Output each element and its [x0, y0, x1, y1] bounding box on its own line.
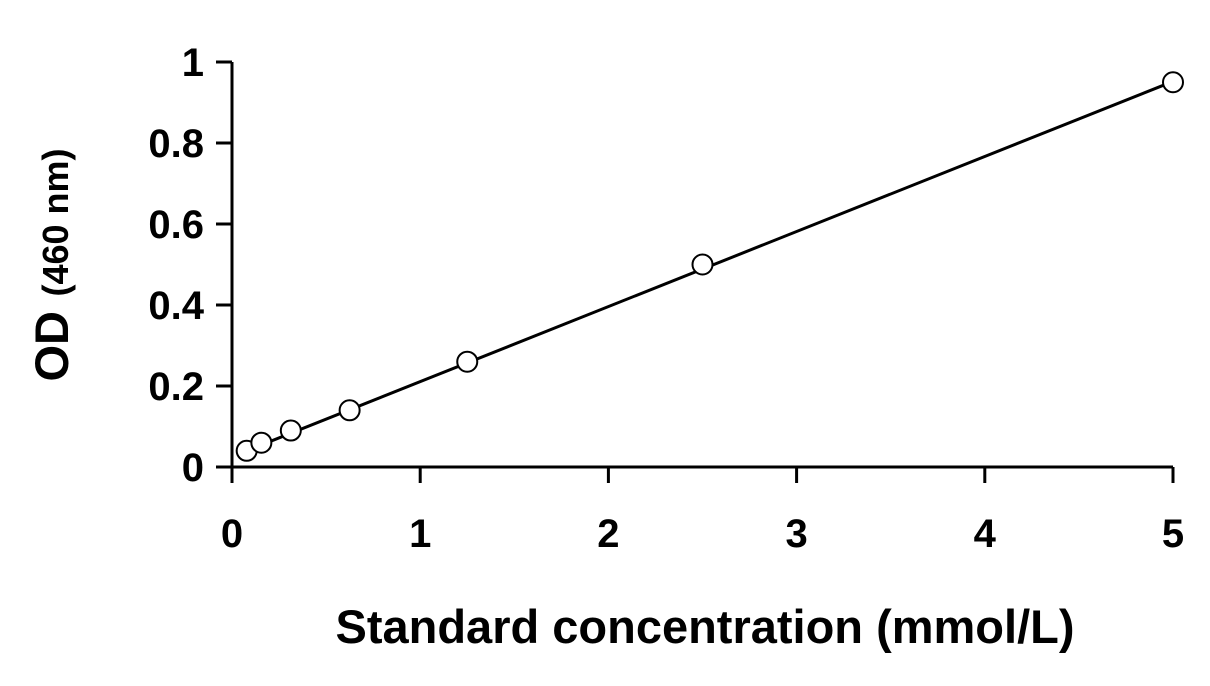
- y-axis-title-unit: (460 nm): [35, 149, 76, 297]
- y-tick-label: 0: [182, 446, 204, 490]
- data-point: [279, 419, 302, 442]
- y-axis-title: OD (460 nm): [25, 149, 78, 382]
- axes: [216, 62, 1173, 469]
- y-tick-label: 0.8: [148, 122, 204, 166]
- y-ticks: 0 0.2 0.4 0.6 0.8 1: [148, 41, 232, 490]
- y-tick-label: 0.2: [148, 365, 204, 409]
- y-axis-title-main: OD: [25, 311, 78, 382]
- x-tick-label: 4: [974, 512, 997, 556]
- y-tick-label: 0.4: [148, 284, 204, 328]
- data-point: [1162, 71, 1184, 94]
- x-tick-label: 5: [1162, 512, 1184, 556]
- y-tick-label: 0.6: [148, 203, 204, 247]
- data-point: [338, 399, 361, 422]
- x-tick-label: 3: [785, 512, 807, 556]
- data-point: [250, 431, 273, 454]
- x-axis-title: Standard concentration (mmol/L): [336, 600, 1075, 653]
- x-tick-label: 0: [221, 512, 243, 556]
- y-tick-label: 1: [182, 41, 204, 85]
- data-point: [456, 350, 479, 373]
- x-tick-label: 1: [409, 512, 431, 556]
- data-point: [691, 253, 714, 276]
- x-tick-label: 2: [597, 512, 619, 556]
- x-ticks: 0 1 2 3 4 5: [221, 467, 1184, 556]
- data-points: [235, 71, 1184, 462]
